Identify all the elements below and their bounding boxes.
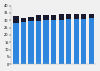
Bar: [58, 14, 64, 20]
Bar: [28, 17, 34, 21]
Bar: [36, 15, 41, 21]
Bar: [89, 14, 94, 18]
Bar: [81, 14, 86, 19]
Bar: [74, 19, 79, 64]
Bar: [58, 20, 64, 64]
Bar: [44, 20, 49, 64]
Bar: [13, 23, 19, 64]
Bar: [66, 19, 71, 64]
Bar: [28, 21, 34, 64]
Bar: [81, 19, 86, 64]
Bar: [13, 16, 19, 23]
Bar: [44, 15, 49, 20]
Bar: [21, 22, 26, 64]
Bar: [89, 18, 94, 64]
Bar: [51, 15, 56, 20]
Bar: [36, 21, 41, 64]
Bar: [74, 14, 79, 19]
Bar: [51, 20, 56, 64]
Bar: [21, 18, 26, 22]
Bar: [66, 14, 71, 19]
